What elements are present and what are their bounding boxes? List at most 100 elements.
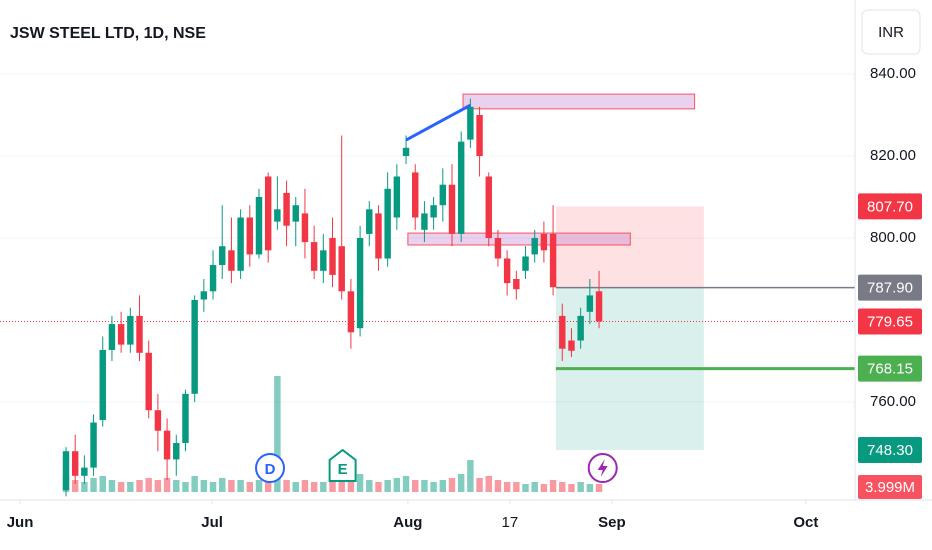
candle-body (568, 340, 575, 351)
volume-bar (384, 480, 391, 492)
candle-body (467, 106, 474, 140)
volume-label: 3.999M (865, 479, 915, 496)
event-marker[interactable]: E (328, 448, 357, 482)
candle-body (559, 315, 566, 349)
volume-box (858, 475, 922, 499)
candle-body (163, 430, 171, 460)
event-icon (597, 459, 608, 477)
volume-bar (485, 476, 492, 492)
candle-body (228, 250, 235, 271)
candle-body (237, 217, 244, 271)
entry-price-label: 787.90 (867, 280, 913, 297)
target-price-label: 748.30 (867, 442, 913, 459)
volume-bar (513, 482, 520, 492)
candle-body (62, 451, 70, 491)
candle-body (301, 213, 309, 243)
volume-bar (191, 476, 198, 492)
candle-body (549, 233, 557, 288)
candle-body (117, 324, 125, 345)
stop-price-label: 807.70 (867, 198, 913, 215)
candle-body (457, 141, 465, 234)
volume-bar (457, 474, 465, 492)
candle-body (173, 443, 180, 460)
candle-body (320, 250, 327, 271)
level-price-box (858, 355, 922, 382)
candle-body (375, 213, 382, 259)
volume-bar (108, 480, 116, 492)
candle-body (209, 265, 217, 292)
y-tick-label: 820.00 (870, 147, 916, 164)
candle-body (191, 299, 198, 394)
candle-body (292, 205, 299, 222)
candle-body (476, 115, 483, 157)
candle-body (421, 213, 428, 230)
volume-bar (237, 480, 244, 492)
volume-bar (163, 478, 171, 492)
zone (407, 232, 631, 246)
candle-body (485, 176, 492, 239)
candle-body (338, 246, 345, 292)
volume-bar (71, 480, 79, 492)
candle-body (586, 295, 594, 312)
volume-bar (154, 480, 162, 492)
volume-bar (402, 476, 410, 492)
candle-body (283, 192, 290, 226)
candle-body (108, 324, 116, 350)
volume-bar (421, 480, 428, 492)
candle-body (274, 209, 281, 222)
x-tick-label: Aug (393, 514, 422, 531)
target-price-box (858, 436, 922, 463)
volume-bar (568, 484, 575, 492)
y-tick-label: 840.00 (870, 65, 916, 82)
volume-bar (246, 482, 254, 492)
candle-body (412, 172, 419, 218)
candle-body (264, 176, 272, 251)
currency[interactable]: INR (878, 24, 904, 41)
candle-body (90, 422, 97, 468)
candle-body (366, 209, 373, 234)
x-tick-label: 17 (502, 514, 519, 531)
candle-body (531, 238, 538, 255)
candle-body (310, 242, 318, 271)
volume-bar (356, 474, 364, 492)
volume-bar (586, 484, 594, 492)
candle-body (182, 393, 189, 444)
event-marker[interactable] (587, 453, 618, 483)
volume-bar (476, 478, 483, 492)
volume-bar (81, 482, 88, 492)
level-price-label: 768.15 (867, 361, 913, 378)
candle-body (200, 291, 208, 300)
candle-body (154, 410, 162, 431)
volume-bar (595, 484, 603, 492)
candle-body (81, 467, 88, 476)
volume-bar (219, 478, 226, 492)
event-label: D (265, 461, 276, 478)
volume-bar (310, 482, 318, 492)
trendline (405, 103, 472, 142)
candle-body (384, 188, 391, 259)
volume-bar (228, 480, 235, 492)
candle-body (402, 147, 410, 157)
volume-bar (430, 482, 437, 492)
volume-bar (338, 478, 345, 492)
x-tick-label: Sep (598, 514, 626, 531)
candle-body (127, 315, 134, 345)
candle-body (145, 352, 152, 411)
event-badge (328, 448, 357, 482)
candle-body (503, 258, 511, 284)
volume-bar (117, 482, 125, 492)
currency-button[interactable] (861, 9, 921, 55)
candle-body (246, 217, 254, 255)
candle-body (99, 349, 106, 421)
volume-bar (540, 484, 548, 492)
volume-bar (448, 478, 456, 492)
volume-bar (320, 482, 327, 492)
event-marker[interactable]: D (255, 453, 286, 483)
candle-body (595, 291, 603, 322)
volume-bar (127, 482, 134, 492)
stop-price-box (858, 193, 922, 220)
candle-body (393, 176, 401, 218)
volume-bar (182, 482, 189, 492)
